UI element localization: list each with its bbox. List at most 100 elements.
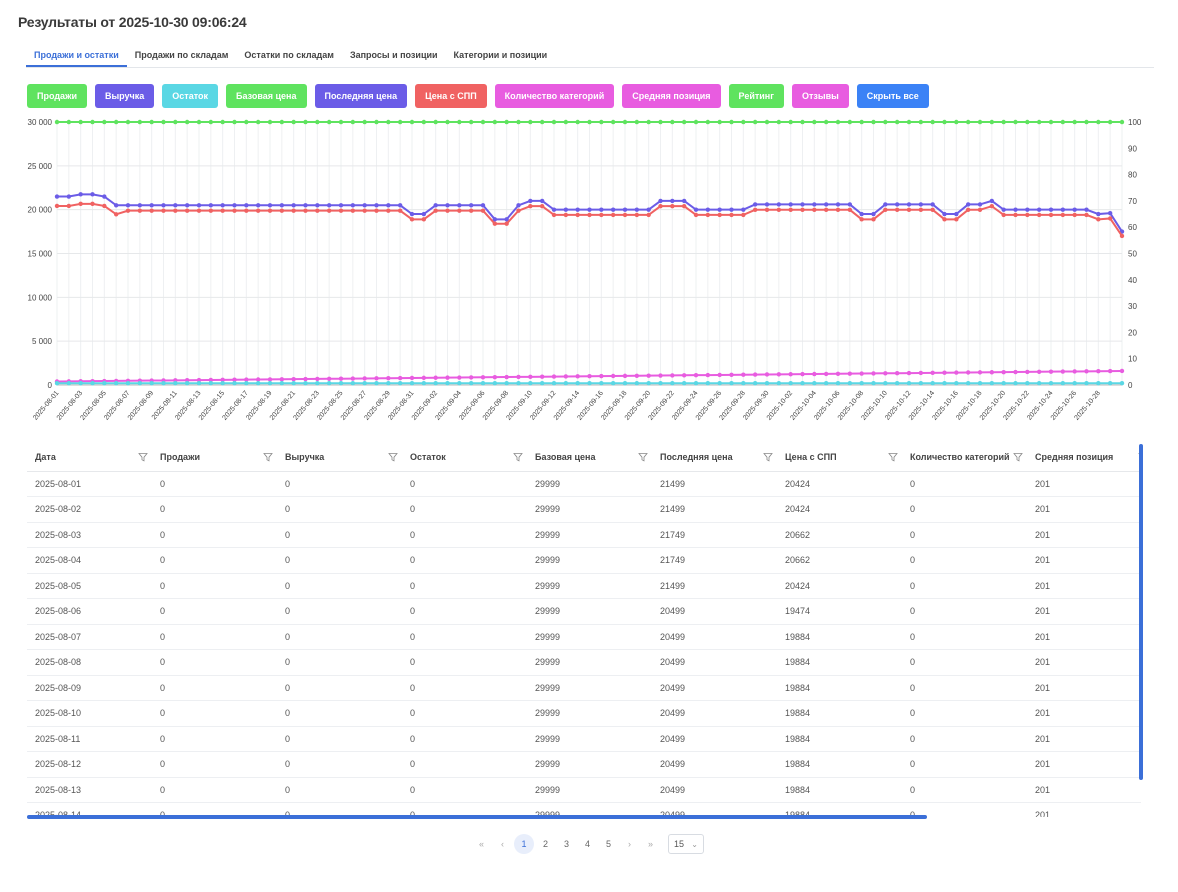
- data-point: [1072, 212, 1077, 218]
- next-page-button[interactable]: ›: [628, 839, 631, 849]
- column-header[interactable]: Остаток: [402, 444, 527, 472]
- data-point: [823, 371, 829, 377]
- data-point: [1036, 369, 1042, 374]
- filter-icon[interactable]: [138, 452, 148, 462]
- table-row[interactable]: 2025-08-11 0 0 0 29999 20499 19884 0 201: [27, 726, 1141, 752]
- column-header[interactable]: Базовая цена: [527, 444, 652, 472]
- table-cell: 0: [402, 751, 527, 778]
- data-point: [1036, 119, 1042, 125]
- column-header[interactable]: Средняя позиция: [1027, 444, 1141, 472]
- data-point: [1001, 119, 1006, 125]
- data-point: [1060, 207, 1066, 212]
- filter-icon[interactable]: [888, 452, 898, 462]
- data-point: [397, 208, 403, 213]
- filter-icon[interactable]: [763, 452, 773, 462]
- page-button[interactable]: 3: [563, 839, 569, 849]
- filter-icon[interactable]: [638, 452, 648, 462]
- page-button[interactable]: 4: [584, 839, 590, 849]
- y2-tick-label: 10: [1128, 355, 1137, 364]
- data-point: [942, 211, 947, 217]
- column-header[interactable]: Выручка: [277, 444, 402, 472]
- series-toggle-button[interactable]: Базовая цена: [226, 84, 307, 108]
- data-point: [315, 203, 320, 208]
- page-button[interactable]: 5: [605, 839, 611, 849]
- data-point: [1048, 381, 1054, 386]
- table-cell: 0: [402, 522, 527, 548]
- data-point: [1025, 369, 1030, 375]
- data-point: [1048, 369, 1054, 374]
- tab-1[interactable]: Продажи по складам: [134, 50, 229, 60]
- data-point: [883, 202, 888, 207]
- data-point: [539, 381, 545, 386]
- data-point: [977, 207, 983, 213]
- last-page-button[interactable]: »: [647, 839, 653, 849]
- data-point: [504, 221, 509, 226]
- table-row[interactable]: 2025-08-14 0 0 0 29999 20499 19884 0 201: [27, 802, 1141, 817]
- data-point: [800, 371, 805, 377]
- filter-icon[interactable]: [388, 452, 398, 462]
- data-point: [1119, 119, 1125, 125]
- column-header[interactable]: Последняя цена: [652, 444, 777, 472]
- tab-3[interactable]: Запросы и позиции: [349, 50, 438, 60]
- data-point: [315, 119, 320, 125]
- data-point: [1025, 212, 1030, 218]
- page-size-select[interactable]: 15 ⌄: [668, 834, 704, 854]
- data-point: [208, 381, 214, 386]
- horizontal-scrollbar[interactable]: [27, 815, 927, 819]
- data-point: [445, 381, 450, 386]
- data-point: [1107, 216, 1113, 221]
- filter-icon[interactable]: [263, 452, 273, 462]
- tab-0[interactable]: Продажи и остатки: [26, 44, 127, 67]
- data-point: [1072, 381, 1077, 386]
- tab-2[interactable]: Остатки по складам: [244, 50, 334, 60]
- column-header[interactable]: Дата: [27, 444, 152, 472]
- data-point: [338, 376, 344, 381]
- data-point: [184, 119, 190, 125]
- series-toggle-button[interactable]: Рейтинг: [728, 84, 784, 108]
- column-header[interactable]: Количество категорий: [902, 444, 1027, 472]
- data-point: [445, 375, 450, 380]
- table-row[interactable]: 2025-08-07 0 0 0 29999 20499 19884 0 201: [27, 624, 1141, 650]
- column-header[interactable]: Продажи: [152, 444, 277, 472]
- data-point: [599, 207, 604, 212]
- series-toggle-button[interactable]: Отзывы: [792, 84, 849, 108]
- data-point: [457, 375, 462, 380]
- data-point: [350, 119, 356, 125]
- table-row[interactable]: 2025-08-02 0 0 0 29999 21499 20424 0 201: [27, 496, 1141, 523]
- column-header[interactable]: Цена с СПП: [777, 444, 902, 472]
- table-cell: 0: [902, 726, 1027, 752]
- page-button[interactable]: 1: [514, 834, 534, 854]
- filter-icon[interactable]: [513, 452, 523, 462]
- series-toggle-button[interactable]: Остаток: [162, 84, 219, 108]
- table-row[interactable]: 2025-08-05 0 0 0 29999 21499 20424 0 201: [27, 573, 1141, 599]
- series-toggle-button[interactable]: Последняя цена: [314, 84, 408, 108]
- filter-icon[interactable]: [1013, 452, 1023, 462]
- data-point: [658, 198, 663, 204]
- data-point: [90, 201, 95, 207]
- data-point: [516, 119, 521, 125]
- table-row[interactable]: 2025-08-08 0 0 0 29999 20499 19884 0 201: [27, 649, 1141, 676]
- vertical-scrollbar[interactable]: [1139, 444, 1143, 780]
- page-button[interactable]: 2: [542, 839, 548, 849]
- table-cell: 0: [152, 573, 277, 599]
- table-row[interactable]: 2025-08-04 0 0 0 29999 21749 20662 0 201: [27, 547, 1141, 574]
- table-row[interactable]: 2025-08-13 0 0 0 29999 20499 19884 0 201: [27, 777, 1141, 803]
- hide-all-button[interactable]: Скрыть все: [856, 84, 929, 108]
- table-row[interactable]: 2025-08-10 0 0 0 29999 20499 19884 0 201: [27, 700, 1141, 727]
- table-row[interactable]: 2025-08-06 0 0 0 29999 20499 19474 0 201: [27, 598, 1141, 625]
- first-page-button[interactable]: «: [478, 839, 484, 849]
- table-cell: 0: [152, 624, 277, 650]
- series-toggle-button[interactable]: Продажи: [27, 84, 87, 108]
- data-point: [468, 381, 474, 386]
- tab-4[interactable]: Категории и позиции: [453, 50, 548, 60]
- series-toggle-button[interactable]: Средняя позиция: [622, 84, 721, 108]
- table-row[interactable]: 2025-08-09 0 0 0 29999 20499 19884 0 201: [27, 675, 1141, 701]
- series-toggle-button[interactable]: Выручка: [94, 84, 155, 108]
- table-row[interactable]: 2025-08-12 0 0 0 29999 20499 19884 0 201: [27, 751, 1141, 778]
- table-row[interactable]: 2025-08-03 0 0 0 29999 21749 20662 0 201: [27, 522, 1141, 548]
- prev-page-button[interactable]: ‹: [501, 839, 504, 849]
- series-toggle-button[interactable]: Цена с СПП: [415, 84, 487, 108]
- table-row[interactable]: 2025-08-01 0 0 0 29999 21499 20424 0 201: [27, 471, 1141, 497]
- table-cell: 201: [1027, 700, 1141, 727]
- series-toggle-button[interactable]: Количество категорий: [494, 84, 615, 108]
